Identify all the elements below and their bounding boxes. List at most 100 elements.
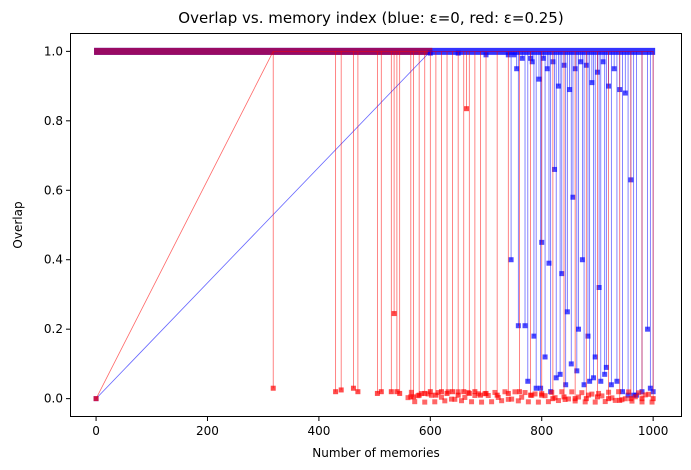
data-point	[492, 389, 498, 395]
data-point	[464, 106, 470, 112]
data-point	[462, 394, 468, 400]
x-tick-label: 400	[307, 424, 330, 438]
data-point	[505, 396, 511, 402]
data-point	[616, 389, 622, 395]
data-point	[563, 382, 569, 388]
data-point	[612, 397, 618, 403]
data-point	[422, 390, 428, 396]
data-point	[625, 392, 631, 398]
data-point	[645, 326, 651, 332]
data-point	[553, 375, 559, 381]
data-point	[412, 399, 418, 405]
data-point	[529, 392, 535, 398]
data-point	[502, 389, 508, 395]
data-point	[438, 389, 444, 395]
data-point	[442, 398, 448, 404]
data-point	[569, 389, 575, 395]
data-point	[411, 394, 417, 400]
data-point	[531, 333, 537, 339]
data-point	[529, 59, 535, 65]
data-point	[333, 389, 339, 395]
data-point	[545, 399, 551, 405]
data-point	[622, 90, 628, 96]
data-point	[603, 364, 609, 370]
data-point	[611, 66, 617, 72]
y-tick-label: 0.0	[44, 392, 63, 406]
y-axis: 0.0 0.2 0.4 0.6 0.8 1.0	[44, 44, 71, 406]
data-point	[629, 398, 635, 404]
data-point	[650, 396, 656, 402]
data-point	[374, 390, 380, 396]
data-point	[515, 323, 521, 329]
data-point	[579, 390, 585, 396]
chart-title: Overlap vs. memory index (blue: ε=0, red…	[178, 9, 563, 27]
data-point	[512, 389, 518, 395]
data-point	[509, 396, 515, 402]
data-point	[438, 394, 444, 400]
data-point	[608, 382, 614, 388]
data-point	[559, 271, 565, 277]
plot-area	[93, 47, 656, 405]
data-point	[408, 394, 414, 400]
data-point	[572, 398, 578, 404]
data-point	[632, 394, 638, 400]
data-point	[448, 396, 454, 402]
data-point	[567, 87, 573, 93]
data-point	[522, 323, 528, 329]
data-point	[620, 389, 626, 395]
data-point	[557, 371, 563, 377]
data-point	[465, 389, 471, 395]
y-axis-label: Overlap	[11, 201, 25, 248]
data-point	[485, 392, 491, 398]
data-point	[432, 399, 438, 405]
data-point	[388, 389, 394, 395]
data-point	[649, 399, 655, 405]
series-0	[93, 50, 656, 402]
data-point	[614, 378, 620, 384]
y-tick-label: 1.0	[44, 44, 63, 58]
data-point	[516, 389, 522, 395]
data-point	[575, 394, 581, 400]
data-point	[602, 399, 608, 405]
data-point	[425, 391, 431, 397]
data-point	[93, 396, 99, 402]
data-point	[552, 395, 558, 401]
data-point	[582, 399, 588, 405]
data-point	[472, 392, 478, 398]
data-point	[519, 55, 525, 61]
data-point	[459, 398, 465, 404]
y-tick-label: 0.8	[44, 114, 63, 128]
data-point	[564, 309, 570, 315]
data-point	[515, 398, 521, 404]
data-point	[482, 391, 488, 397]
data-point	[596, 390, 602, 396]
data-point	[606, 396, 612, 402]
data-point	[639, 399, 645, 405]
axes-frame	[70, 33, 682, 417]
data-point	[511, 52, 517, 58]
data-point	[555, 83, 561, 89]
y-tick-label: 0.6	[44, 183, 63, 197]
data-point	[619, 397, 625, 403]
data-point	[499, 398, 505, 404]
data-point	[583, 396, 589, 402]
data-point	[450, 389, 456, 395]
data-point	[495, 394, 501, 400]
data-point	[475, 391, 481, 397]
data-point	[489, 399, 495, 405]
data-point	[536, 76, 542, 82]
data-point	[405, 395, 411, 401]
x-axis: 0 200 400 600 800 1000	[92, 416, 668, 438]
data-point	[469, 399, 475, 405]
data-point	[647, 385, 653, 391]
data-point	[532, 391, 538, 397]
data-point	[350, 385, 356, 391]
data-point	[585, 333, 591, 339]
data-point	[542, 354, 548, 360]
data-point	[562, 396, 568, 402]
x-tick-label: 800	[530, 424, 553, 438]
data-point	[418, 391, 424, 397]
data-point	[591, 375, 597, 381]
data-point	[570, 194, 576, 200]
